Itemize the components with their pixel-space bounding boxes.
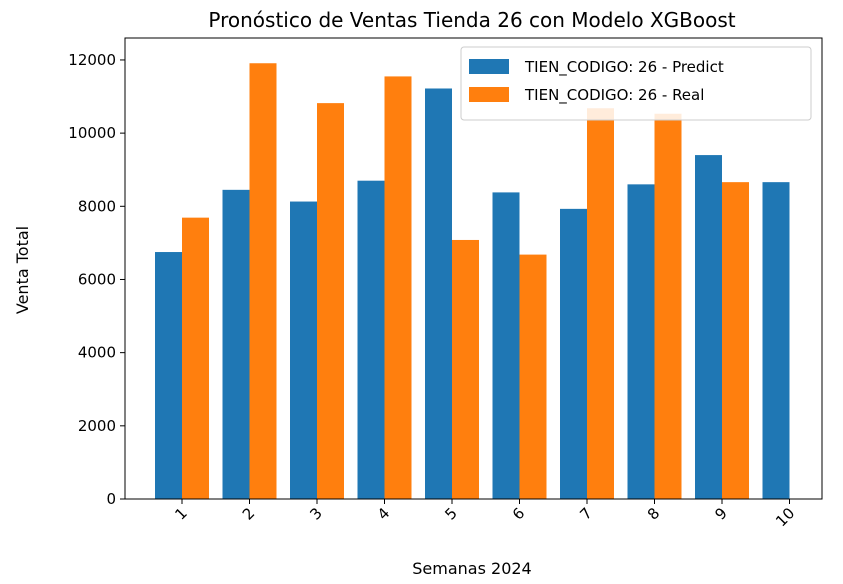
x-tick-label: 9: [711, 504, 730, 523]
bar-predict-10: [762, 182, 790, 499]
bar-real-3: [317, 103, 344, 499]
bar-predict-9: [695, 155, 722, 500]
x-axis-label: Semanas 2024: [412, 559, 531, 578]
y-tick-label: 4000: [78, 344, 116, 362]
bar-predict-5: [425, 88, 452, 499]
legend-box: [460, 46, 812, 121]
bar-predict-6: [492, 192, 520, 499]
y-tick-label: 6000: [78, 270, 116, 288]
bar-predict-7: [560, 208, 587, 499]
x-tick-label: 4: [374, 504, 393, 523]
x-tick-label: 7: [576, 504, 595, 523]
bar-real-7: [587, 108, 614, 499]
bar-predict-2: [222, 189, 250, 500]
bar-real-5: [452, 239, 479, 499]
legend-label-predict: TIEN_CODIGO: 26 - Predict: [524, 58, 724, 77]
x-tick-label: 1: [171, 504, 190, 523]
bar-real-8: [654, 113, 682, 499]
y-tick-label: 10000: [68, 124, 116, 142]
legend-label-real: TIEN_CODIGO: 26 - Real: [524, 86, 704, 105]
legend: TIEN_CODIGO: 26 - Predict TIEN_CODIGO: 26…: [460, 46, 812, 121]
bar-real-6: [519, 254, 547, 499]
y-tick-label: 0: [106, 490, 116, 508]
bar-predict-1: [155, 252, 182, 499]
legend-swatch-real: [469, 87, 509, 102]
y-tick-label: 12000: [68, 51, 116, 69]
axes-frame: [124, 37, 823, 500]
bar-predict-8: [627, 184, 655, 499]
y-tick-label: 2000: [78, 417, 116, 435]
bar-real-9: [722, 182, 749, 499]
bar-real-2: [249, 63, 277, 499]
x-tick-label: 2: [239, 504, 258, 523]
plot-area: 0 2000 4000 6000 8000 10000 12000 1 2 3 4 5 6 7 8 9 10: [68, 37, 823, 530]
chart-title: Pronóstico de Ventas Tienda 26 con Model…: [208, 8, 735, 32]
y-tick-label: 8000: [78, 197, 116, 215]
legend-swatch-predict: [469, 59, 509, 74]
x-tick-label: 6: [509, 504, 528, 523]
bar-real-4: [384, 76, 412, 500]
x-tick-label: 8: [644, 504, 663, 523]
y-axis-label: Venta Total: [13, 226, 32, 314]
bar-predict-3: [290, 201, 317, 500]
x-tick-label: 5: [441, 504, 460, 523]
x-tick-label: 10: [772, 504, 798, 530]
bar-predict-4: [357, 180, 385, 499]
bar-real-1: [182, 217, 209, 499]
x-tick-label: 3: [306, 504, 325, 523]
